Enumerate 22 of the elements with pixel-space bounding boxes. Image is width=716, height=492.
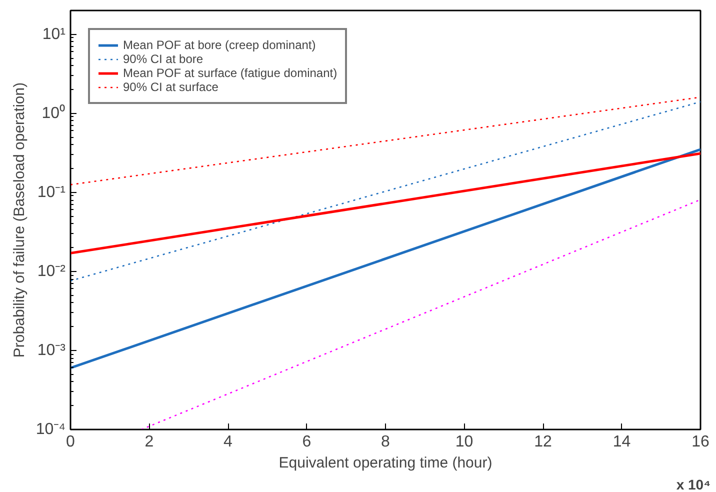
x-tick-label: 0 [66, 434, 76, 450]
x-tick-label: 10 [455, 434, 474, 450]
y-axis-title: Probability of failure (Baseload operation) [10, 82, 28, 358]
x-tick-label: 6 [302, 434, 312, 450]
x-tick-label: 2 [144, 434, 154, 450]
y-tick-label: 10⁻³ [37, 342, 66, 359]
y-tick-label: 10⁻¹ [37, 184, 66, 201]
legend-label: 90% CI at surface [123, 80, 218, 94]
y-tick-label: 10⁻⁴ [36, 421, 66, 438]
x-tick-label: 8 [381, 434, 390, 450]
legend-label: Mean POF at surface (fatigue dominant) [123, 66, 338, 80]
x-axis-title: Equivalent operating time (hour) [278, 454, 492, 472]
x-tick-label: 14 [612, 434, 631, 450]
text: x 10⁴ [676, 476, 711, 492]
x-tick-label: 16 [692, 434, 710, 450]
y-tick-label: 10¹ [42, 26, 66, 43]
legend-label: 90% CI at bore [123, 52, 204, 66]
legend-label: Mean POF at bore (creep dominant) [123, 38, 316, 52]
y-tick-label: 10⁻² [37, 262, 66, 280]
x-tick-label: 4 [224, 434, 233, 450]
y-tick-label: 10⁰ [42, 104, 66, 122]
x-tick-label: 12 [534, 434, 552, 450]
